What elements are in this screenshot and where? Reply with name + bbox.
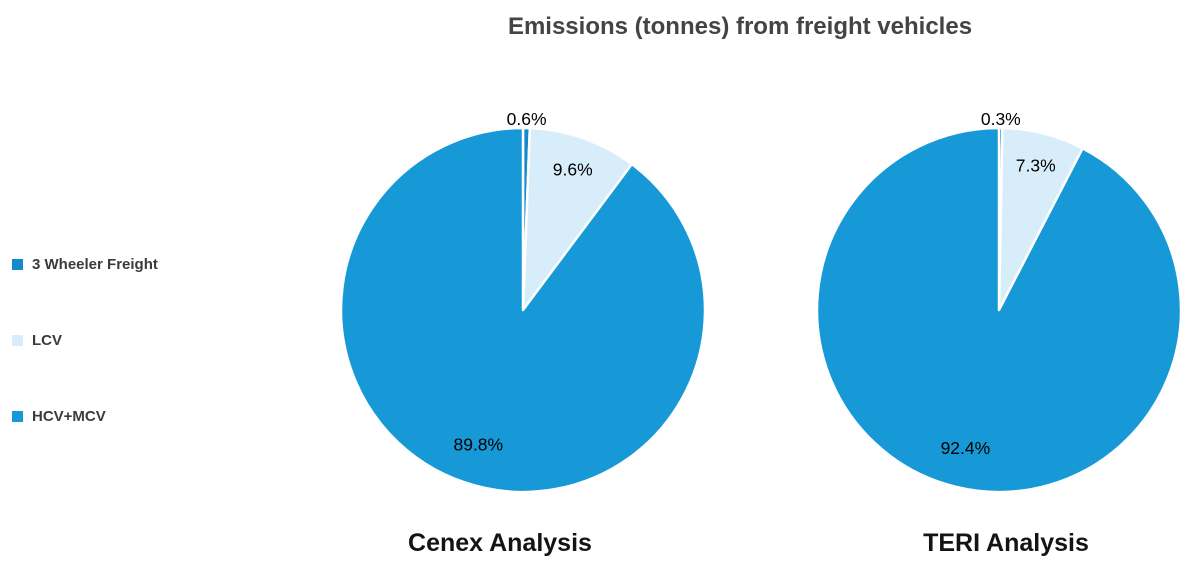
pie-svg: 0.3% 7.3% 92.4% (815, 109, 1183, 494)
data-label-lcv: 9.6% (553, 159, 593, 179)
legend-marker-icon (12, 258, 23, 270)
legend: 3 Wheeler Freight LCV HCV+MCV (12, 253, 158, 427)
data-label-hcv-mcv: 89.8% (453, 435, 503, 455)
pie-svg: 0.6% 9.6% 89.8% (339, 109, 707, 494)
pie-slice-hcv-mcv (815, 126, 1183, 494)
chart-caption-cenex: Cenex Analysis (408, 529, 592, 557)
data-label-hcv-mcv: 92.4% (941, 438, 991, 458)
data-label-3-wheeler-freight: 0.3% (981, 110, 1021, 129)
data-label-3-wheeler-freight: 0.6% (507, 110, 547, 129)
pie-chart-teri: 0.3% 7.3% 92.4% (799, 109, 1199, 510)
legend-label: LCV (32, 331, 62, 349)
legend-marker-icon (12, 334, 23, 346)
pie-slice-lcv (521, 126, 634, 312)
data-label-lcv: 7.3% (1016, 155, 1056, 175)
legend-item-lcv: LCV (12, 329, 158, 351)
chart-title: Emissions (tonnes) from freight vehicles (507, 13, 973, 40)
legend-label: 3 Wheeler Freight (32, 255, 158, 273)
pie-slice-hcv-mcv (339, 126, 707, 494)
legend-label: HCV+MCV (32, 407, 106, 425)
legend-marker-icon (12, 410, 23, 422)
pie-chart-cenex: 0.6% 9.6% 89.8% (323, 109, 723, 510)
chart-caption-teri: TERI Analysis (923, 529, 1089, 557)
legend-item-3-wheeler-freight: 3 Wheeler Freight (12, 253, 158, 275)
legend-item-hcv-mcv: HCV+MCV (12, 405, 158, 427)
